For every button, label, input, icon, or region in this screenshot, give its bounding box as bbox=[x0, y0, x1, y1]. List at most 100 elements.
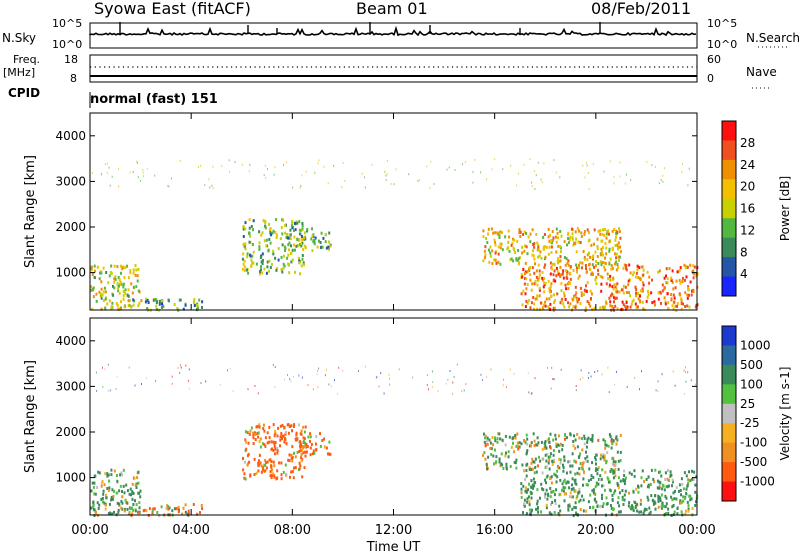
power-echo-cell bbox=[162, 304, 165, 308]
velocity-echo-cell bbox=[572, 487, 575, 491]
velocity-echo-cell bbox=[665, 512, 667, 516]
power-echo-cell bbox=[241, 257, 244, 261]
power-echo-cell bbox=[246, 252, 249, 256]
velocity-speckle bbox=[188, 368, 190, 371]
power-echo-cell bbox=[95, 292, 98, 296]
velocity-echo-cell bbox=[536, 488, 539, 492]
velocity-echo-cell bbox=[554, 502, 557, 505]
velocity-echo-cell bbox=[638, 510, 641, 514]
velocity-echo-cell bbox=[254, 431, 256, 435]
power-echo-cell bbox=[583, 288, 586, 292]
power-echo-cell bbox=[689, 280, 692, 284]
velocity-echo-cell bbox=[534, 481, 537, 485]
velocity-echo-cell bbox=[270, 464, 273, 468]
power-echo-cell bbox=[544, 304, 547, 308]
velocity-echo-cell bbox=[520, 495, 523, 499]
velocity-echo-cell bbox=[572, 444, 575, 448]
power-ylabel: Slant Range [km] bbox=[23, 155, 38, 268]
velocity-echo-cell bbox=[545, 465, 548, 469]
velocity-echo-cell bbox=[548, 440, 551, 444]
velocity-echo-cell bbox=[299, 464, 302, 468]
power-echo-cell bbox=[618, 227, 620, 231]
velocity-echo-cell bbox=[578, 487, 581, 491]
power-echo-cell bbox=[608, 247, 611, 251]
velocity-speckle bbox=[338, 366, 340, 369]
power-echo-cell bbox=[250, 264, 253, 268]
power-echo-cell bbox=[131, 291, 134, 295]
velocity-echo-cell bbox=[513, 460, 516, 464]
velocity-echo-cell bbox=[109, 511, 111, 515]
velocity-echo-cell bbox=[244, 477, 247, 481]
power-echo-cell bbox=[294, 270, 297, 274]
velocity-echo-cell bbox=[538, 455, 540, 459]
power-speckle bbox=[204, 184, 206, 187]
velocity-echo-cell bbox=[530, 479, 533, 483]
velocity-echo-cell bbox=[536, 436, 539, 440]
velocity-speckle bbox=[503, 378, 505, 381]
power-speckle bbox=[143, 175, 145, 177]
power-speckle bbox=[273, 173, 275, 176]
velocity-echo-cell bbox=[278, 461, 281, 465]
velocity-echo-cell bbox=[527, 495, 530, 499]
power-echo-cell bbox=[589, 304, 592, 308]
velocity-echo-cell bbox=[619, 459, 622, 463]
power-speckle bbox=[682, 162, 683, 165]
velocity-echo-cell bbox=[602, 455, 605, 459]
velocity-echo-cell bbox=[573, 505, 576, 509]
power-echo-cell bbox=[555, 227, 558, 231]
velocity-echo-cell bbox=[607, 444, 610, 448]
power-echo-cell bbox=[482, 235, 485, 239]
velocity-echo-cell bbox=[486, 436, 489, 440]
velocity-speckle bbox=[200, 382, 202, 385]
velocity-echo-cell bbox=[558, 493, 561, 497]
velocity-echo-cell bbox=[631, 507, 634, 511]
velocity-echo-cell bbox=[105, 493, 107, 497]
power-echo-cell bbox=[299, 228, 302, 232]
power-echo-cell bbox=[615, 268, 618, 272]
power-echo-cell bbox=[589, 289, 592, 293]
power-echo-cell bbox=[604, 305, 607, 309]
velocity-echo-cell bbox=[582, 498, 585, 502]
velocity-echo-cell bbox=[565, 471, 568, 475]
velocity-echo-cell bbox=[563, 492, 566, 496]
velocity-speckle bbox=[505, 386, 507, 388]
velocity-echo-cell bbox=[568, 504, 571, 508]
velocity-echo-cell bbox=[300, 459, 303, 463]
velocity-echo-cell bbox=[495, 455, 498, 459]
velocity-echo-cell bbox=[110, 495, 113, 499]
power-echo-cell bbox=[666, 292, 669, 296]
power-echo-cell bbox=[667, 301, 670, 305]
power-echo-cell bbox=[296, 237, 299, 241]
velocity-echo-cell bbox=[90, 489, 93, 493]
power-echo-cell bbox=[567, 263, 570, 267]
velocity-echo-cell bbox=[658, 480, 661, 484]
power-echo-cell bbox=[596, 247, 599, 250]
velocity-echo-cell bbox=[295, 431, 298, 435]
velocity-echo-cell bbox=[266, 460, 269, 464]
velocity-echo-cell bbox=[688, 470, 690, 474]
velocity-echo-cell bbox=[621, 489, 624, 492]
power-echo-cell bbox=[129, 269, 132, 273]
velocity-echo-cell bbox=[679, 489, 682, 492]
power-echo-cell bbox=[282, 262, 285, 266]
power-echo-cell bbox=[269, 266, 272, 269]
power-speckle bbox=[142, 169, 144, 172]
power-echo-cell bbox=[521, 303, 524, 307]
velocity-speckle bbox=[685, 366, 686, 369]
velocity-echo-cell bbox=[539, 496, 541, 500]
power-echo-cell bbox=[117, 307, 120, 311]
velocity-echo-cell bbox=[610, 438, 613, 441]
velocity-echo-cell bbox=[610, 468, 613, 471]
power-echo-cell bbox=[588, 251, 590, 255]
velocity-speckle bbox=[171, 382, 173, 385]
velocity-speckle bbox=[188, 387, 190, 390]
power-echo-cell bbox=[300, 242, 303, 246]
velocity-echo-cell bbox=[290, 424, 293, 428]
power-echo-cell bbox=[283, 264, 286, 268]
velocity-echo-cell bbox=[589, 506, 592, 509]
velocity-echo-cell bbox=[307, 435, 310, 439]
power-echo-cell bbox=[167, 299, 170, 303]
power-echo-cell bbox=[121, 266, 124, 270]
velocity-echo-cell bbox=[302, 425, 305, 429]
velocity-echo-cell bbox=[558, 466, 561, 470]
